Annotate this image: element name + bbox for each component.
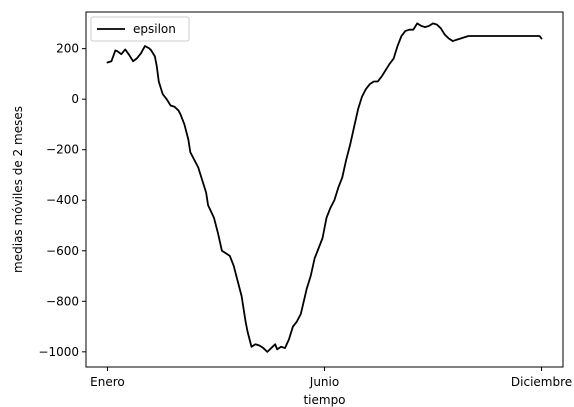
y-tick-label: −400: [46, 193, 79, 207]
y-tick-label: −1000: [38, 345, 79, 359]
x-axis-label: tiempo: [303, 393, 345, 407]
y-tick-label: −600: [46, 244, 79, 258]
x-tick-label: Enero: [90, 375, 125, 389]
y-tick-label: 200: [56, 42, 79, 56]
x-axis-ticks: Enero Junio Diciembre: [90, 367, 572, 389]
y-tick-label: −800: [46, 294, 79, 308]
legend-label-epsilon: epsilon: [133, 22, 176, 36]
y-tick-label: 0: [71, 92, 79, 106]
y-axis-label: medias móviles de 2 meses: [11, 106, 25, 273]
x-tick-label: Diciembre: [511, 375, 572, 389]
legend-box: [90, 16, 190, 42]
plot-area: [106, 22, 543, 353]
y-axis-ticks: 200 0 −200 −400 −600 −800 −1000: [38, 42, 86, 359]
y-tick-label: −200: [46, 143, 79, 157]
legend: epsilon: [90, 16, 190, 42]
x-tick-label: Junio: [309, 375, 339, 389]
series-line-epsilon: [106, 22, 543, 353]
